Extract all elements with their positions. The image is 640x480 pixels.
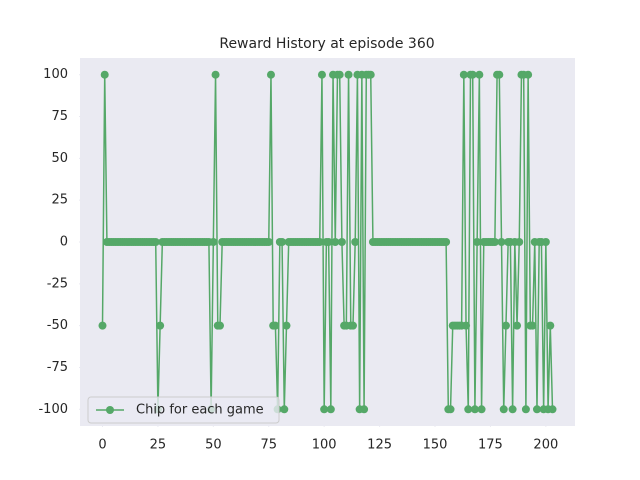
legend-box [87,396,280,424]
point [459,70,468,79]
point [360,405,369,414]
x-tick-label: 75 [260,438,277,453]
point [532,405,541,414]
y-tick-label: 50 [51,151,68,166]
point [515,238,524,246]
chart-title: Reward History at episode 360 [219,36,434,52]
point [98,321,107,330]
point [315,238,324,246]
point [446,405,455,414]
point [271,321,280,330]
point [508,405,517,414]
point [326,405,335,414]
point [548,405,557,414]
point [282,321,291,330]
x-tick-label: 200 [533,438,558,453]
legend: Chip for each game [87,396,280,424]
point [473,238,482,246]
point [320,405,329,414]
point [337,238,346,246]
x-tick-label: 25 [150,438,167,453]
x-tick-label: 175 [478,438,503,453]
point [524,70,533,79]
point [464,405,473,414]
x-tick-label: 100 [312,438,337,453]
point [264,238,273,246]
point [499,405,508,414]
point [209,238,218,246]
y-tick-label: -50 [47,318,68,333]
point [151,238,160,246]
y-tick-label: -25 [47,276,68,291]
point [324,238,333,246]
y-tick-label: -75 [47,360,68,375]
point [317,70,326,79]
point [541,238,550,246]
point [513,321,522,330]
point [521,405,530,414]
point [470,405,479,414]
point [462,321,471,330]
point [280,405,289,414]
point [331,238,340,246]
x-tick-label: 125 [367,438,392,453]
point [266,70,275,79]
legend-label: Chip for each game [136,403,264,418]
point [344,70,353,79]
point [442,238,451,246]
legend-marker [106,406,114,414]
point [366,70,375,79]
x-tick-label: 150 [423,438,448,453]
point [348,321,357,330]
point [528,321,537,330]
y-tick-label: -100 [38,402,68,417]
point [501,321,510,330]
x-tick-label: 50 [205,438,222,453]
point [546,321,555,330]
point [475,70,484,79]
point [211,70,220,79]
point [335,70,344,79]
point [495,70,504,79]
point [497,238,506,246]
point [490,238,499,246]
point [477,405,486,414]
y-tick-label: 75 [51,109,68,124]
x-tick-label: 0 [98,438,106,453]
y-tick-label: 0 [60,235,68,250]
point [351,238,360,246]
point [468,70,477,79]
y-tick-label: 100 [43,67,68,82]
point [156,321,165,330]
point [215,321,224,330]
y-tick-label: 25 [51,193,68,208]
point [100,70,109,79]
point [278,238,287,246]
